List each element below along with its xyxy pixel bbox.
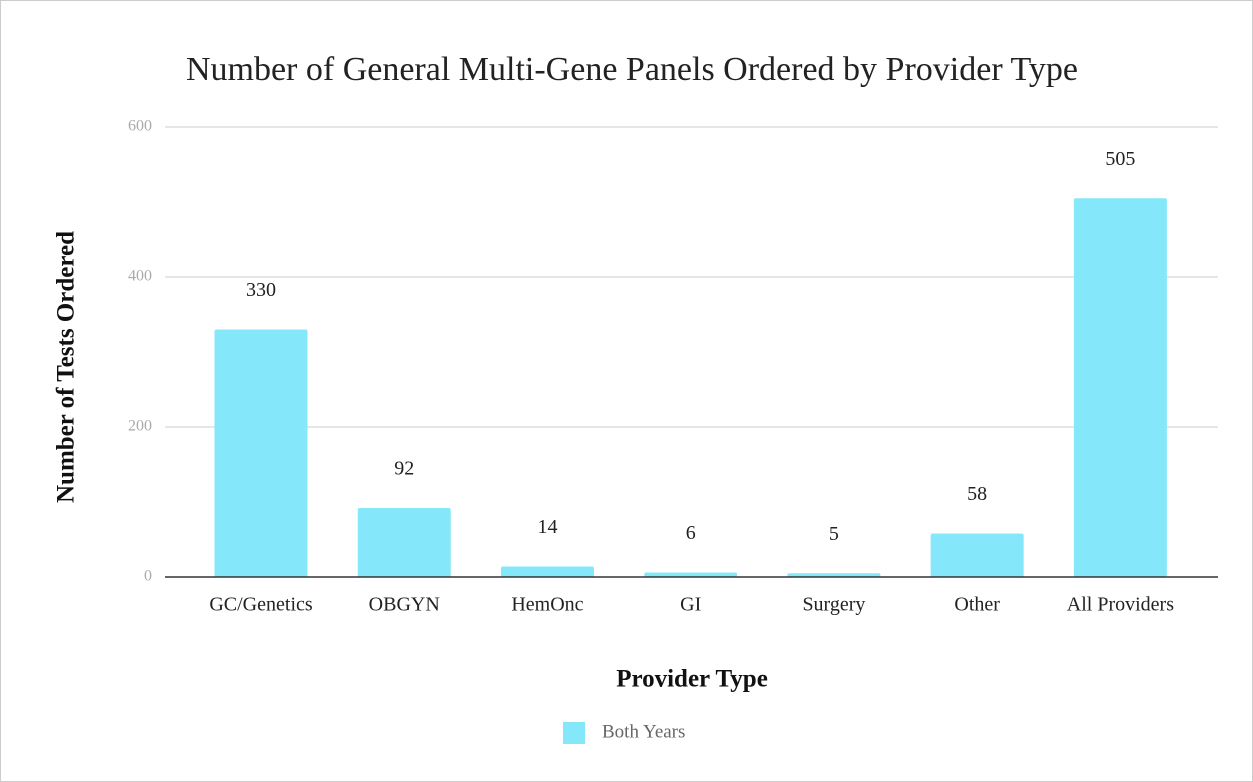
y-tick-label: 600 <box>128 118 152 135</box>
y-tick-label: 200 <box>128 418 152 435</box>
legend-label: Both Years <box>602 721 685 742</box>
bar <box>214 329 308 577</box>
data-label: 5 <box>829 523 839 545</box>
bar <box>357 508 451 577</box>
data-label: 6 <box>686 522 696 544</box>
x-tick-label: All Providers <box>1067 594 1174 616</box>
data-label: 92 <box>394 458 414 480</box>
y-tick-label: 400 <box>128 268 152 285</box>
bar <box>500 566 594 577</box>
y-tick-label: 0 <box>144 568 152 585</box>
x-tick-label: OBGYN <box>369 594 440 616</box>
legend-swatch <box>563 722 585 744</box>
x-tick-label: GI <box>680 594 701 616</box>
chart-title: Number of General Multi-Gene Panels Orde… <box>186 51 1078 88</box>
x-tick-label: GC/Genetics <box>209 594 313 616</box>
bar <box>930 533 1024 577</box>
bar <box>644 572 738 577</box>
data-label: 14 <box>537 516 557 538</box>
x-tick-label: Other <box>954 594 1000 616</box>
data-label: 505 <box>1105 148 1135 170</box>
x-tick-label: HemOnc <box>511 594 583 616</box>
bar <box>1073 198 1167 577</box>
y-axis-title: Number of Tests Ordered <box>53 231 80 503</box>
x-axis-title: Provider Type <box>616 666 768 693</box>
x-tick-label: Surgery <box>802 594 865 616</box>
bar <box>787 573 881 577</box>
data-label: 58 <box>967 483 987 505</box>
data-label: 330 <box>246 279 276 301</box>
